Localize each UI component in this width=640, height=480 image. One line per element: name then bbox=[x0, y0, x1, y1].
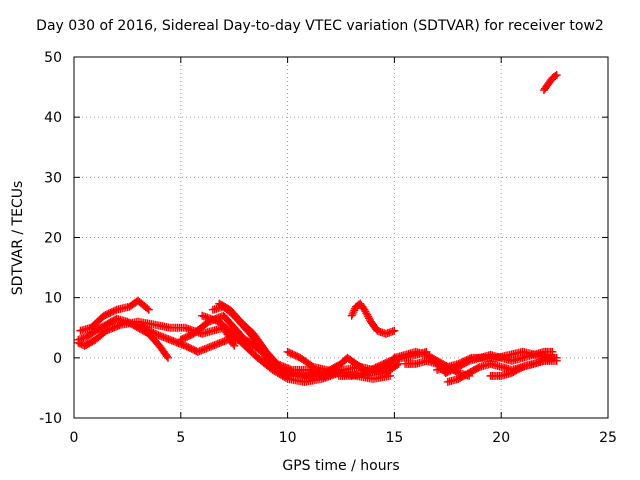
x-axis-label: GPS time / hours bbox=[282, 458, 400, 474]
data-point bbox=[135, 321, 144, 330]
data-point bbox=[364, 312, 373, 321]
data-point bbox=[347, 311, 356, 320]
data-point bbox=[348, 309, 357, 318]
axis-ticks: 0 5 10 15 20 25 -10 0 10 20 30 40 50 bbox=[39, 50, 617, 446]
y-tick-label: 40 bbox=[44, 110, 62, 126]
y-tick-label: 30 bbox=[44, 170, 62, 186]
data-point bbox=[465, 354, 474, 363]
data-point bbox=[271, 358, 280, 367]
data-point bbox=[137, 322, 146, 331]
data-point bbox=[384, 357, 393, 366]
data-point bbox=[143, 304, 152, 313]
data-point bbox=[144, 305, 153, 314]
x-tick-label: 0 bbox=[70, 430, 79, 446]
data-point bbox=[149, 328, 158, 337]
x-tick-label: 5 bbox=[176, 430, 185, 446]
data-point bbox=[363, 310, 372, 319]
data-point bbox=[111, 306, 120, 315]
series-arc-3 bbox=[74, 317, 239, 350]
data-point bbox=[163, 353, 172, 362]
series-arc-8 bbox=[176, 311, 281, 368]
data-point bbox=[390, 326, 399, 335]
y-tick-label: 50 bbox=[44, 50, 62, 66]
series-arc-12 bbox=[334, 347, 431, 380]
y-tick-label: 10 bbox=[44, 291, 62, 307]
data-point bbox=[350, 306, 359, 315]
data-marks bbox=[74, 71, 561, 386]
data-point bbox=[281, 373, 290, 382]
data-point bbox=[362, 309, 371, 318]
y-tick-label: -10 bbox=[39, 411, 62, 427]
data-point bbox=[361, 307, 370, 316]
x-tick-label: 15 bbox=[385, 430, 403, 446]
data-point bbox=[134, 320, 143, 329]
data-point bbox=[146, 327, 155, 336]
data-point bbox=[139, 323, 148, 332]
series-arc-13 bbox=[347, 299, 399, 338]
x-tick-label: 25 bbox=[599, 430, 617, 446]
data-point bbox=[551, 72, 560, 81]
series-arc-2 bbox=[76, 296, 153, 335]
series-arc-19 bbox=[486, 353, 559, 380]
chart-title: Day 030 of 2016, Sidereal Day-to-day VTE… bbox=[36, 18, 604, 34]
data-point bbox=[307, 361, 316, 370]
series-arc-20 bbox=[539, 71, 561, 95]
data-point bbox=[230, 341, 239, 350]
data-point bbox=[140, 324, 149, 333]
data-point bbox=[144, 326, 153, 335]
data-point bbox=[550, 353, 559, 362]
data-point bbox=[162, 352, 171, 361]
y-tick-label: 20 bbox=[44, 231, 62, 247]
data-point bbox=[147, 327, 156, 336]
data-point bbox=[552, 71, 561, 80]
data-point bbox=[142, 325, 151, 334]
y-tick-label: 0 bbox=[53, 351, 62, 367]
x-tick-label: 20 bbox=[492, 430, 510, 446]
x-tick-label: 10 bbox=[279, 430, 297, 446]
data-point bbox=[360, 305, 369, 314]
data-point bbox=[349, 308, 358, 317]
data-point bbox=[365, 314, 374, 323]
